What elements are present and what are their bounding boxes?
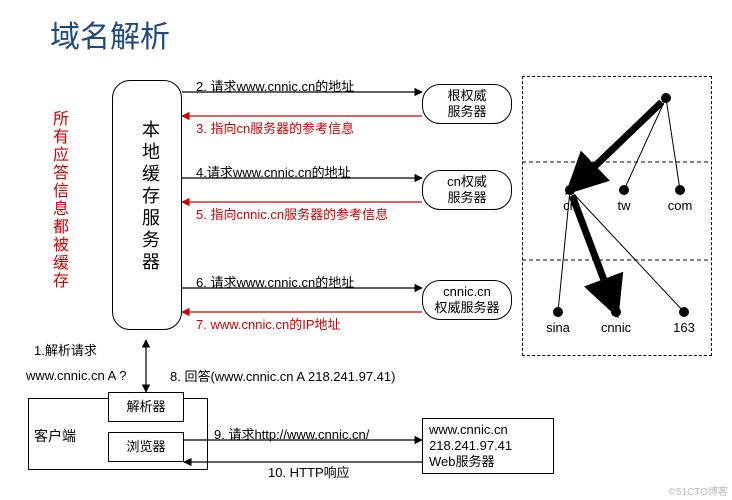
step-l9: 9. 请求http://www.cnnic.cn/ bbox=[214, 424, 369, 443]
tree-cn bbox=[565, 185, 575, 195]
web-server-box: www.cnnic.cn 218.241.97.41 Web服务器 bbox=[422, 418, 554, 474]
root-auth-server: 根权威 服务器 bbox=[422, 84, 512, 124]
tree-sina-label: sina bbox=[540, 320, 576, 335]
step-l4: 4.请求www.cnnic.cn的地址 bbox=[196, 162, 351, 181]
step-l5: 5. 指向cnnic.cn服务器的参考信息 bbox=[196, 204, 388, 223]
tree-tw-label: tw bbox=[606, 198, 642, 213]
step-q1: 1.解析请求 bbox=[34, 340, 97, 359]
tree-163 bbox=[679, 307, 689, 317]
step-l3: 3. 指向cn服务器的参考信息 bbox=[196, 118, 354, 137]
tree-cn-label: cn bbox=[552, 198, 588, 213]
tree-cnnic bbox=[611, 307, 621, 317]
local-cache-label: 本地缓存服务器 bbox=[137, 120, 163, 274]
step-l7: 7. www.cnnic.cn的IP地址 bbox=[196, 314, 341, 333]
tree-tw bbox=[619, 185, 629, 195]
tree-com-label: com bbox=[662, 198, 698, 213]
step-l6: 6. 请求www.cnnic.cn的地址 bbox=[196, 272, 354, 291]
step-q1b: www.cnnic.cn A ? bbox=[26, 368, 126, 383]
resolver-box: 解析器 bbox=[108, 392, 184, 422]
tree-cnnic-label: cnnic bbox=[598, 320, 634, 335]
cn-auth-server: cn权威 服务器 bbox=[422, 170, 512, 210]
watermark: ©51CTO博客 bbox=[669, 483, 728, 498]
step-l2: 2. 请求www.cnnic.cn的地址 bbox=[196, 76, 354, 95]
page-title: 域名解析 bbox=[50, 12, 170, 56]
browser-box: 浏览器 bbox=[108, 432, 184, 462]
cnnic-auth-server: cnnic.cn 权威服务器 bbox=[422, 280, 512, 320]
step-l8: 8. 回答(www.cnnic.cn A 218.241.97.41) bbox=[170, 366, 395, 385]
cache-note: 所有应答信息都被缓存 bbox=[46, 110, 70, 290]
client-label: 客户端 bbox=[34, 426, 76, 446]
step-l10: 10. HTTP响应 bbox=[268, 462, 350, 481]
tree-163-label: 163 bbox=[666, 320, 702, 335]
tree-sina bbox=[553, 307, 563, 317]
tree-root bbox=[661, 93, 671, 103]
tree-com bbox=[675, 185, 685, 195]
